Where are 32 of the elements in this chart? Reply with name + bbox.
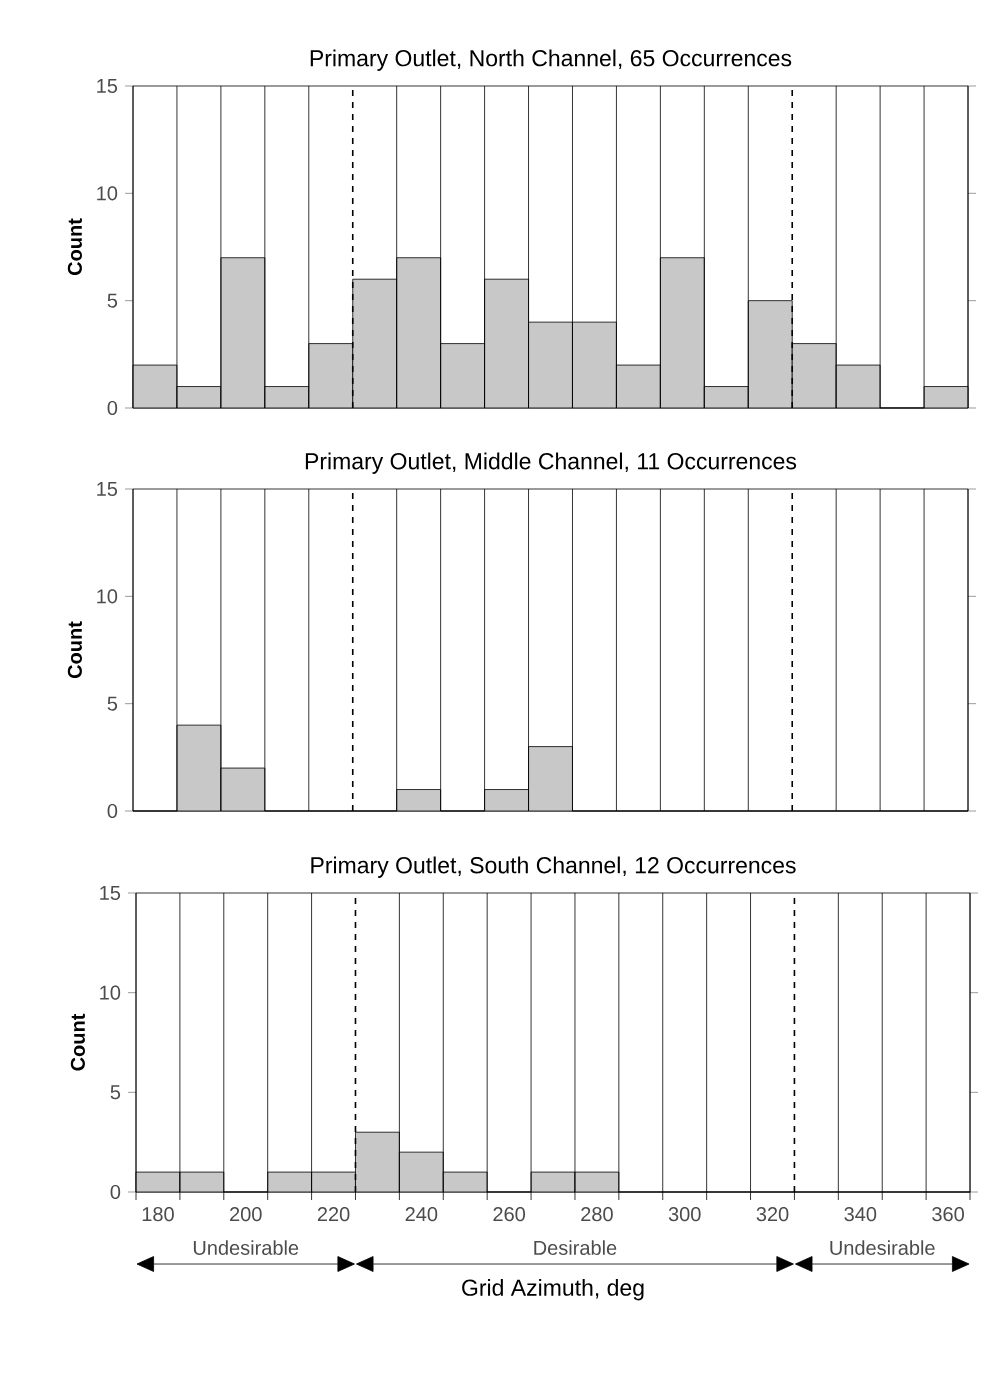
x-tick-label: 340	[844, 1207, 877, 1222]
chart-title: Primary Outlet, Middle Channel, 11 Occurrences	[305, 452, 797, 474]
text: Undesirable	[830, 1240, 935, 1255]
chart-title: Primary Outlet, South Channel, 12 Occurrences	[311, 856, 796, 878]
y-tick-label: 5	[107, 293, 118, 308]
y-tick-label: 15	[100, 886, 121, 900]
y-tick-label: 10	[97, 186, 118, 201]
y-tick-label: 15	[97, 79, 118, 93]
y-tick-label: 0	[107, 803, 118, 819]
x-tick-label: 200	[230, 1207, 262, 1222]
y-tick-label: 5	[107, 696, 118, 711]
text: Undesirable	[193, 1240, 299, 1255]
y-tick-label: 10	[100, 985, 121, 1000]
y-axis-title: Count	[67, 218, 82, 276]
y-tick-label: 15	[97, 482, 118, 496]
x-tick-label: 320	[756, 1207, 789, 1222]
y-axis-title: Count	[67, 621, 82, 679]
text: Desirable	[534, 1240, 617, 1255]
y-axis-title: Count	[70, 1013, 85, 1071]
y-tick-label: 10	[97, 589, 118, 604]
y-tick-label: 5	[110, 1085, 121, 1100]
x-tick-label: 280	[581, 1207, 613, 1222]
x-tick-label: 260	[493, 1207, 526, 1222]
x-axis-title: Grid Azimuth, deg	[462, 1278, 644, 1301]
x-tick-label: 180	[142, 1207, 174, 1222]
x-tick-label: 220	[317, 1207, 350, 1222]
x-tick-label: 300	[668, 1207, 701, 1222]
x-tick-label: 360	[932, 1207, 964, 1222]
x-tick-label: 240	[405, 1207, 438, 1222]
chart-title: Primary Outlet, North Channel, 65 Occurrences	[310, 49, 792, 71]
y-tick-label: 0	[107, 400, 118, 416]
y-tick-label: 0	[110, 1184, 121, 1200]
